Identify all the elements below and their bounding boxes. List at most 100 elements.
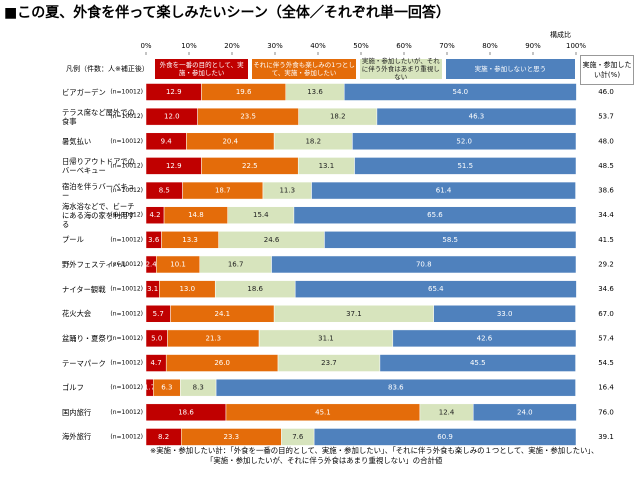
bar-segment xyxy=(324,231,577,249)
total-value: 29.2 xyxy=(598,260,614,268)
value-label: 60.9 xyxy=(437,433,453,441)
value-label: 10.1 xyxy=(170,260,186,268)
chart-title: ■この夏、外食を伴って楽しみたいシーン（全体／それぞれ単一回答） xyxy=(4,5,450,21)
value-label: 18.6 xyxy=(178,408,194,416)
value-label: 52.0 xyxy=(456,137,472,145)
x-tick-label: 10% xyxy=(181,42,197,50)
sample-size: (n=10012) xyxy=(110,187,143,194)
value-label: 13.0 xyxy=(179,285,195,293)
value-label: 22.5 xyxy=(242,162,258,170)
bar-segment xyxy=(294,280,577,298)
sample-size: (n=10012) xyxy=(110,360,143,367)
value-label: 15.4 xyxy=(253,211,269,219)
category-label: 盆踊り・夏祭り xyxy=(62,333,114,343)
value-label: 14.8 xyxy=(188,211,204,219)
value-label: 23.7 xyxy=(321,359,337,367)
bar-segment xyxy=(311,181,576,200)
value-label: 65.6 xyxy=(427,211,443,219)
value-label: 8.5 xyxy=(159,187,170,195)
value-label: 8.2 xyxy=(158,433,169,441)
value-label: 20.4 xyxy=(222,137,238,145)
value-label: 21.3 xyxy=(205,334,221,342)
legend-item: それに伴う外食も楽しみの1つとして、実施・参加したい xyxy=(251,58,357,80)
value-label: 13.3 xyxy=(182,236,198,244)
value-label: 45.5 xyxy=(470,359,486,367)
value-label: 24.1 xyxy=(215,310,231,318)
value-label: 3.1 xyxy=(147,285,158,293)
total-value: 53.7 xyxy=(598,113,614,121)
x-tick-label: 90% xyxy=(525,42,541,50)
value-label: 13.1 xyxy=(319,162,335,170)
x-tick-label: 20% xyxy=(224,42,240,50)
category-label: ナイター観戦 xyxy=(62,284,106,294)
legend-item: 実施・参加したいが、それに伴う外食はあまり重視しない xyxy=(358,57,443,81)
total-value: 54.5 xyxy=(598,359,614,367)
sample-size: (n=10012) xyxy=(110,138,143,145)
value-label: 18.7 xyxy=(215,187,231,195)
category-label: 野外フェスティバル xyxy=(62,259,128,269)
category-label: ゴルフ xyxy=(62,383,84,393)
value-label: 24.6 xyxy=(264,236,280,244)
value-label: 61.4 xyxy=(436,187,452,195)
value-label: 4.2 xyxy=(149,211,160,219)
total-value: 48.0 xyxy=(598,137,614,145)
value-label: 12.9 xyxy=(166,162,182,170)
value-label: 70.8 xyxy=(416,260,432,268)
axis-unit: 構成比 xyxy=(550,31,571,39)
bar-segment xyxy=(354,157,577,175)
bar-segment xyxy=(293,206,577,224)
x-tick-label: 30% xyxy=(267,42,283,50)
sample-size: (n=10012) xyxy=(110,113,143,120)
sample-size: (n=10012) xyxy=(110,433,143,440)
value-label: 24.0 xyxy=(517,408,533,416)
x-tick-label: 70% xyxy=(439,42,455,50)
category-label: テーマパーク xyxy=(62,358,106,368)
category-label: 宿泊を伴うバーベキュー xyxy=(62,181,135,200)
category-label: テラス席など屋外での食事 xyxy=(62,107,135,126)
bar-segment xyxy=(313,428,577,446)
value-label: 9.4 xyxy=(161,137,173,145)
footnote-line: 「実施・参加したいが、それに伴う外食はあまり重視しない」の合計値 xyxy=(206,456,443,465)
legend-item: 外食を一番の目的として、実施・参加したい xyxy=(154,58,250,80)
footnote-line: ※実施・参加したい計：「外食を一番の目的として、実施・参加したい」、「それに伴う… xyxy=(150,446,599,455)
value-label: 45.1 xyxy=(315,408,331,416)
sample-size: (n=10012) xyxy=(110,162,143,169)
total-value: 16.4 xyxy=(598,384,614,392)
value-label: 5.0 xyxy=(151,334,162,342)
total-value: 41.5 xyxy=(598,236,614,244)
sample-size: (n=10012) xyxy=(110,335,143,342)
category-label: 国内旅行 xyxy=(62,407,92,417)
category-label: 海外旅行 xyxy=(62,432,92,442)
value-label: 54.0 xyxy=(453,88,469,96)
bar-segment xyxy=(433,305,576,323)
total-value: 34.6 xyxy=(598,285,614,293)
bar-segment xyxy=(379,354,576,372)
category-label: 暑気払い xyxy=(62,136,92,146)
sample-size: (n=10012) xyxy=(110,261,143,268)
value-label: 18.2 xyxy=(305,137,321,145)
value-label: 31.1 xyxy=(318,334,334,342)
value-label: 19.6 xyxy=(236,88,252,96)
total-value: 48.5 xyxy=(598,162,614,170)
value-label: 5.7 xyxy=(153,310,164,318)
sample-size: (n=10012) xyxy=(110,409,143,416)
value-label: 18.2 xyxy=(330,113,346,121)
value-label: 23.5 xyxy=(240,113,256,121)
value-label: 11.3 xyxy=(279,187,295,195)
sample-size: (n=10012) xyxy=(110,286,143,293)
category-label: 花火大会 xyxy=(62,309,92,319)
value-label: 26.0 xyxy=(214,359,230,367)
legend-caption: 凡例（件数：人※補正後） xyxy=(66,65,149,73)
value-label: 6.3 xyxy=(161,384,172,392)
bar-segment xyxy=(215,378,576,397)
x-tick-label: 0% xyxy=(140,42,151,50)
total-value: 34.4 xyxy=(598,211,614,219)
bar-segment xyxy=(376,107,577,126)
x-tick-label: 40% xyxy=(310,42,326,50)
bar-segment xyxy=(352,132,577,151)
total-value: 46.0 xyxy=(598,88,614,96)
value-label: 13.6 xyxy=(307,88,323,96)
value-label: 12.4 xyxy=(439,408,455,416)
